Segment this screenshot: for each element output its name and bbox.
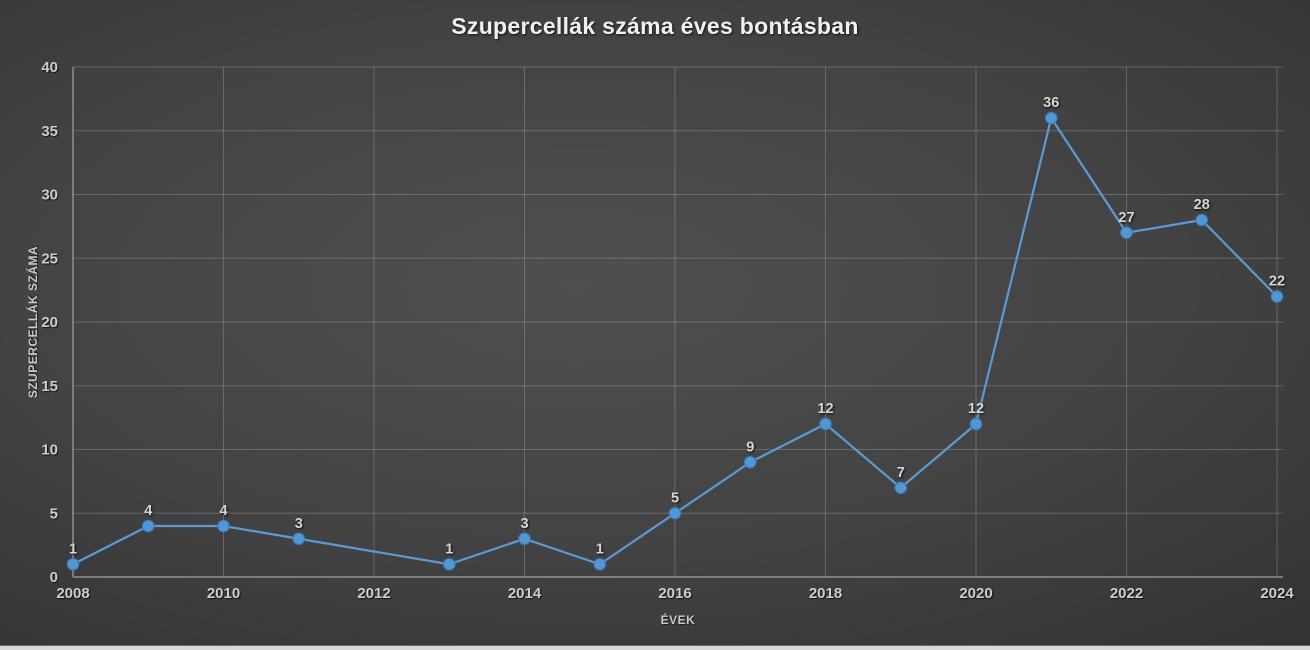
x-axis-title: ÉVEK: [660, 613, 696, 627]
y-tick-label: 10: [41, 442, 58, 459]
data-point: [292, 532, 306, 546]
y-tick-label: 30: [41, 187, 58, 204]
data-label: 9: [746, 439, 754, 455]
x-tick-label: 2016: [658, 585, 691, 602]
x-tick-label: 2022: [1110, 585, 1143, 602]
y-tick-label: 25: [41, 250, 58, 267]
y-tick-label: 35: [41, 123, 58, 140]
data-point: [743, 455, 757, 469]
x-tick-label: 2014: [508, 585, 542, 602]
data-point: [1044, 111, 1058, 125]
chart-title: Szupercellák száma éves bontásban: [451, 13, 859, 39]
data-point: [442, 557, 456, 571]
data-label: 7: [897, 465, 905, 481]
data-point: [217, 519, 230, 533]
data-label: 1: [596, 541, 604, 557]
data-label: 4: [219, 503, 227, 519]
data-label: 22: [1269, 274, 1285, 290]
data-label: 12: [817, 401, 833, 417]
data-point: [1270, 290, 1284, 303]
data-point: [894, 481, 908, 495]
y-tick-label: 20: [41, 314, 58, 331]
data-label: 3: [520, 516, 528, 532]
data-label: 28: [1194, 197, 1210, 213]
data-point: [668, 506, 682, 520]
x-tick-label: 2020: [959, 585, 992, 602]
data-point: [1120, 226, 1133, 240]
data-point: [518, 532, 531, 546]
x-tick-label: 2010: [207, 585, 240, 602]
window-edge: [0, 645, 1310, 650]
data-point: [593, 557, 607, 571]
x-tick-label: 2018: [809, 585, 842, 602]
data-label: 27: [1118, 210, 1134, 226]
y-tick-label: 40: [41, 59, 58, 76]
data-label: 5: [671, 490, 679, 506]
y-tick-label: 15: [41, 378, 58, 395]
y-axis-title: SZUPERCELLÁK SZÁMA: [26, 245, 40, 399]
data-label: 4: [144, 503, 152, 519]
data-point: [819, 417, 832, 431]
data-label: 36: [1043, 95, 1059, 111]
series-line: [72, 116, 1278, 566]
x-tick-label: 2024: [1260, 585, 1294, 602]
x-tick-label: 2012: [357, 585, 390, 602]
data-label: 1: [69, 541, 77, 557]
data-point: [969, 417, 983, 431]
data-point: [66, 557, 80, 571]
x-tick-label: 2008: [56, 585, 89, 602]
data-label: 12: [968, 401, 984, 417]
y-tick-label: 0: [50, 569, 58, 586]
data-point: [141, 519, 155, 533]
data-label: 3: [295, 516, 303, 532]
data-label: 1: [445, 541, 453, 557]
data-point: [1195, 213, 1209, 227]
y-tick-label: 5: [50, 505, 58, 522]
